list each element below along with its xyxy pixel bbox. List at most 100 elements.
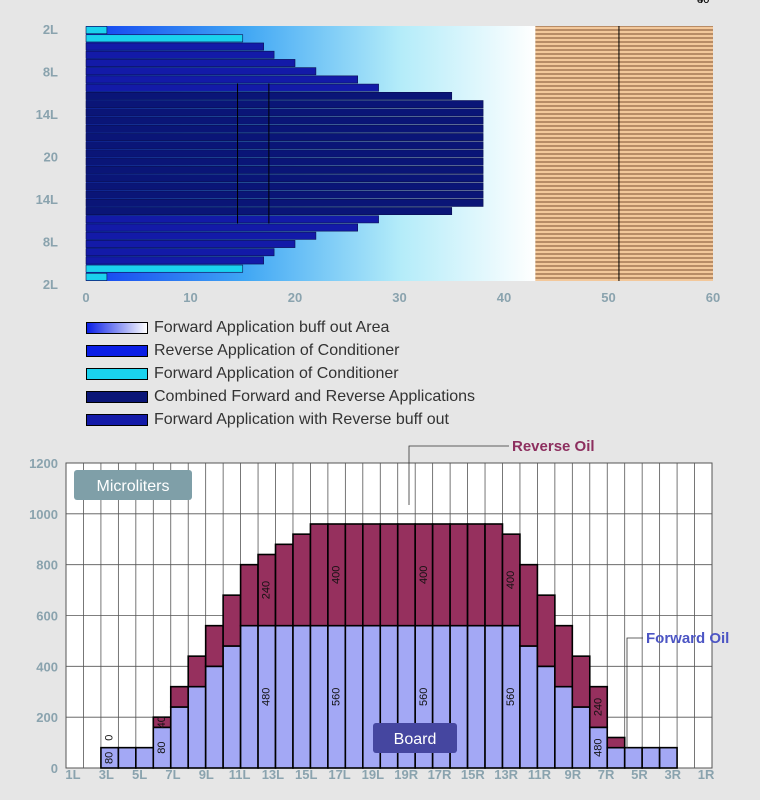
application-row xyxy=(85,50,275,59)
bar-reverse-oil xyxy=(222,594,242,647)
data-label: 80 xyxy=(104,752,116,764)
y-tick-label: 400 xyxy=(36,659,58,674)
microliters-box xyxy=(74,470,192,500)
bar-forward-oil xyxy=(414,624,434,769)
bar-forward-oil xyxy=(379,624,399,769)
data-label: 400 xyxy=(418,566,430,584)
y-tick-label: 800 xyxy=(36,558,58,573)
application-row xyxy=(85,248,275,257)
x-tick-label: 3R xyxy=(664,767,681,782)
board-box xyxy=(373,723,457,753)
bar-forward-oil xyxy=(658,746,678,769)
bar-forward-oil xyxy=(431,624,451,769)
bar-forward-oil xyxy=(449,624,469,769)
application-row xyxy=(85,67,317,76)
application-row xyxy=(85,116,484,125)
board-label: Board xyxy=(394,731,437,748)
data-label: 480 xyxy=(592,738,604,756)
bar-forward-oil xyxy=(484,624,504,769)
bar-forward-oil xyxy=(135,746,155,769)
legend-item-buff-out-area: Forward Application buff out Area xyxy=(86,316,475,339)
application-row xyxy=(85,141,484,150)
application-row xyxy=(85,124,484,133)
application-row xyxy=(85,42,264,51)
x-tick-label: 11L xyxy=(229,767,251,782)
bar-forward-oil xyxy=(152,726,172,769)
bar-forward-oil xyxy=(292,624,312,769)
application-row xyxy=(85,75,359,84)
microliters-label: Microliters xyxy=(97,478,170,495)
data-label: 480 xyxy=(261,688,273,706)
y-tick-label: 2L xyxy=(43,22,58,37)
bar-reverse-oil xyxy=(309,523,329,627)
application-row xyxy=(85,256,264,265)
x-tick-label: 20 xyxy=(288,290,302,305)
x-tick-label: 17L xyxy=(328,767,350,782)
bar-reverse-oil xyxy=(362,523,382,627)
bar-reverse-oil xyxy=(414,523,434,627)
plot-area xyxy=(65,462,713,769)
legend-label-reverse-application: Reverse Application of Conditioner xyxy=(154,341,400,359)
x-tick-label: 15L xyxy=(295,767,317,782)
x-tick-label: 19R xyxy=(394,767,418,782)
data-label: 0 xyxy=(104,735,116,741)
bar-forward-oil xyxy=(588,726,609,769)
legend-item-combined-applications: Combined Forward and Reverse Application… xyxy=(86,385,475,408)
y-tick-label: 20 xyxy=(44,150,58,165)
x-tick-label: 5L xyxy=(132,767,147,782)
application-row xyxy=(85,108,484,117)
x-tick-label: 9L xyxy=(199,767,214,782)
x-tick-label: 50 xyxy=(601,290,615,305)
legend-item-forward-application: Forward Application of Conditioner xyxy=(86,362,475,385)
application-row xyxy=(85,215,379,224)
bar-forward-oil xyxy=(519,645,539,769)
data-label: 400 xyxy=(505,571,517,589)
bar-reverse-oil xyxy=(169,685,190,708)
application-row xyxy=(85,166,484,174)
y-tick-label: 8L xyxy=(43,65,58,80)
y-tick-label: 1000 xyxy=(29,507,58,522)
y-tick-label: 200 xyxy=(36,710,58,725)
y-tick-label: 14L xyxy=(36,107,58,122)
bar-forward-oil xyxy=(501,624,521,769)
bar-forward-oil xyxy=(344,624,364,769)
bar-reverse-oil xyxy=(431,523,451,627)
x-tick-label: 9R xyxy=(564,767,581,782)
bar-reverse-oil xyxy=(466,523,486,627)
legend-label-forward-application: Forward Application of Conditioner xyxy=(154,364,399,382)
bar-reverse-oil xyxy=(152,716,172,729)
bar-forward-oil xyxy=(606,746,626,769)
application-row xyxy=(85,34,244,43)
application-row xyxy=(85,59,296,67)
data-label: 240 xyxy=(592,698,604,716)
application-row xyxy=(85,272,108,281)
data-label: 560 xyxy=(418,688,430,706)
bar-reverse-oil xyxy=(239,563,259,627)
bar-reverse-oil xyxy=(536,594,556,668)
bar-forward-oil xyxy=(204,665,224,769)
bar-forward-oil xyxy=(641,746,661,769)
application-row xyxy=(85,149,484,158)
bar-forward-oil xyxy=(327,624,347,769)
bar-forward-oil xyxy=(222,645,242,769)
reverse-oil-annotation: Reverse Oil xyxy=(512,438,595,455)
bar-forward-oil xyxy=(117,746,137,769)
bar-forward-oil xyxy=(466,624,486,769)
bar-reverse-oil xyxy=(571,655,591,708)
bar-reverse-oil xyxy=(396,523,416,627)
application-row xyxy=(85,223,359,232)
legend-swatch-buff-out-area xyxy=(86,321,148,334)
y-tick-label: 8L xyxy=(43,235,58,250)
bar-forward-oil xyxy=(396,624,416,769)
top-application-chart: 2L 8L 14L 20 14L 8L 2L 0 10 20 30 40 50 60 xyxy=(36,22,721,305)
x-tick-label: 1R xyxy=(698,767,715,782)
x-tick-label: 30 xyxy=(392,290,406,305)
bar-reverse-oil xyxy=(292,533,312,627)
application-row xyxy=(85,190,484,199)
bar-forward-oil xyxy=(362,624,382,769)
y-tick-label: 2L xyxy=(43,277,58,292)
legend-label-combined-applications: Combined Forward and Reverse Application… xyxy=(154,387,476,405)
bar-reverse-oil xyxy=(501,533,521,627)
bar-forward-oil xyxy=(187,685,207,769)
legend-swatch-combined-applications xyxy=(86,390,148,403)
